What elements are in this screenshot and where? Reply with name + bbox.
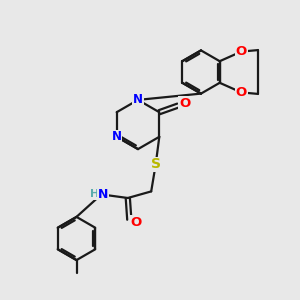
Text: N: N [112,130,122,143]
Text: N: N [98,188,108,201]
Text: O: O [130,216,142,229]
Text: H: H [90,189,99,200]
Text: O: O [236,45,247,58]
Text: N: N [133,93,143,106]
Text: O: O [236,86,247,99]
Text: S: S [151,158,161,171]
Text: O: O [179,97,190,110]
